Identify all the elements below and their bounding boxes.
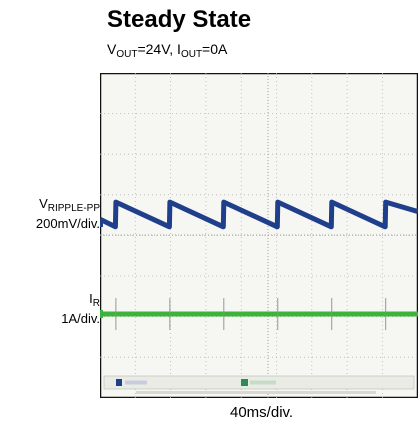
scope-status-bar — [103, 375, 415, 394]
ripple-channel-label: VRIPPLE-PP 200mV/div. — [36, 196, 100, 231]
cond-v-sub: OUT — [116, 49, 138, 60]
chart-title: Steady State — [107, 6, 252, 33]
ripple-scale: 200mV/div. — [35, 216, 100, 231]
ir-scale: 1A/div. — [61, 311, 100, 326]
ripple-sub: RIPPLE-PP — [47, 203, 100, 214]
cond-i-val: =0A — [202, 41, 228, 57]
cond-v: V — [107, 41, 117, 57]
ch1-status-text — [125, 380, 147, 385]
cond-v-val: =24V, I — [137, 41, 181, 57]
ir-channel-label: IR 1A/div. — [61, 291, 100, 326]
ch2-status-text — [250, 380, 276, 385]
ripple-trace — [100, 199, 418, 230]
scope-traces — [100, 199, 418, 330]
ch1-marker — [100, 219, 103, 227]
ch2-marker — [100, 310, 103, 318]
ripple-main: V — [39, 196, 48, 211]
scope-grid — [100, 73, 418, 398]
chart-subtitle: VOUT=24V, IOUT=0A — [107, 41, 227, 60]
status-bar-readout — [136, 391, 376, 394]
x-axis-label: 40ms/div. — [230, 404, 294, 421]
cond-i-sub: OUT — [180, 49, 203, 60]
ch1-status-marker — [116, 379, 122, 386]
ch2-status-marker — [241, 379, 248, 386]
scope-background — [100, 73, 418, 398]
ir-main: I — [89, 291, 93, 306]
scope-display — [100, 73, 418, 398]
ir-sub: R — [92, 298, 100, 309]
